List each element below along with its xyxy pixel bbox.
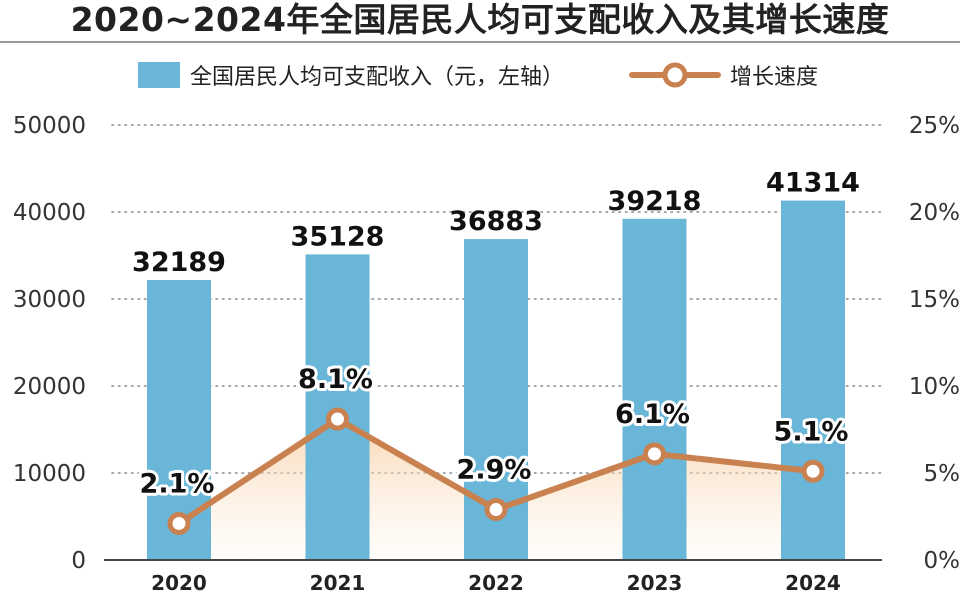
x-axis-tick-label: 2024	[785, 571, 841, 595]
growth-point-marker	[326, 407, 349, 431]
growth-value-label: 2.9%	[457, 455, 532, 486]
growth-value-label: 8.1%	[298, 364, 373, 395]
growth-point-marker	[801, 459, 825, 483]
growth-value-label: 5.1%	[774, 416, 849, 447]
legend-bar-swatch	[138, 62, 180, 88]
right-axis: 0% 5% 10% 15% 20% 25%	[909, 113, 960, 574]
income-value-label: 39218	[608, 186, 702, 217]
income-value-label: 41314	[766, 168, 860, 199]
growth-point-marker	[484, 498, 508, 522]
right-axis-tick-label: 0%	[924, 548, 960, 574]
title-divider	[0, 41, 960, 43]
growth-value-labels: 2.1% 8.1% 2.9% 6.1% 5.1%	[137, 361, 852, 502]
income-value-label: 35128	[291, 221, 385, 252]
income-bars	[147, 200, 845, 560]
income-bar	[781, 200, 845, 560]
x-axis-tick-label: 2022	[468, 571, 524, 595]
left-axis-tick-label: 20000	[13, 374, 86, 400]
left-axis-tick-label: 40000	[13, 200, 86, 226]
legend-line-marker	[662, 62, 688, 88]
income-value-label: 36883	[449, 206, 543, 237]
right-axis-tick-label: 25%	[909, 113, 960, 139]
right-axis-tick-label: 10%	[909, 374, 960, 400]
growth-point-marker	[643, 442, 666, 466]
growth-markers	[167, 407, 825, 535]
left-axis-tick-label: 0	[71, 548, 86, 574]
x-axis-tick-label: 2023	[627, 571, 683, 595]
right-axis-tick-label: 15%	[909, 287, 960, 313]
x-axis-tick-label: 2021	[310, 571, 366, 595]
income-bar	[305, 254, 370, 560]
legend-bar-label: 全国居民人均可支配收入（元，左轴）	[190, 65, 564, 90]
growth-value-label: 6.1%	[615, 399, 690, 430]
growth-value-label: 2.1%	[140, 468, 215, 499]
income-bar	[622, 218, 687, 560]
left-axis-tick-label: 50000	[13, 113, 86, 139]
growth-point-marker	[167, 511, 191, 535]
income-value-labels: 32189 35128 36883 39218 41314	[132, 168, 860, 278]
income-value-label: 32189	[132, 247, 226, 278]
legend-line-label: 增长速度	[730, 65, 818, 90]
x-axis-tick-label: 2020	[151, 571, 207, 595]
left-axis-tick-label: 30000	[13, 287, 86, 313]
x-axis: 2020 2021 2022 2023 2024	[104, 559, 882, 595]
left-axis-tick-label: 10000	[13, 461, 86, 487]
left-axis: 0 10000 20000 30000 40000 50000	[13, 113, 86, 574]
legend: 全国居民人均可支配收入（元，左轴） 增长速度	[138, 62, 818, 90]
chart-title: 2020~2024年全国居民人均可支配收入及其增长速度	[70, 0, 890, 39]
right-axis-tick-label: 20%	[909, 200, 960, 226]
right-axis-tick-label: 5%	[924, 461, 960, 487]
